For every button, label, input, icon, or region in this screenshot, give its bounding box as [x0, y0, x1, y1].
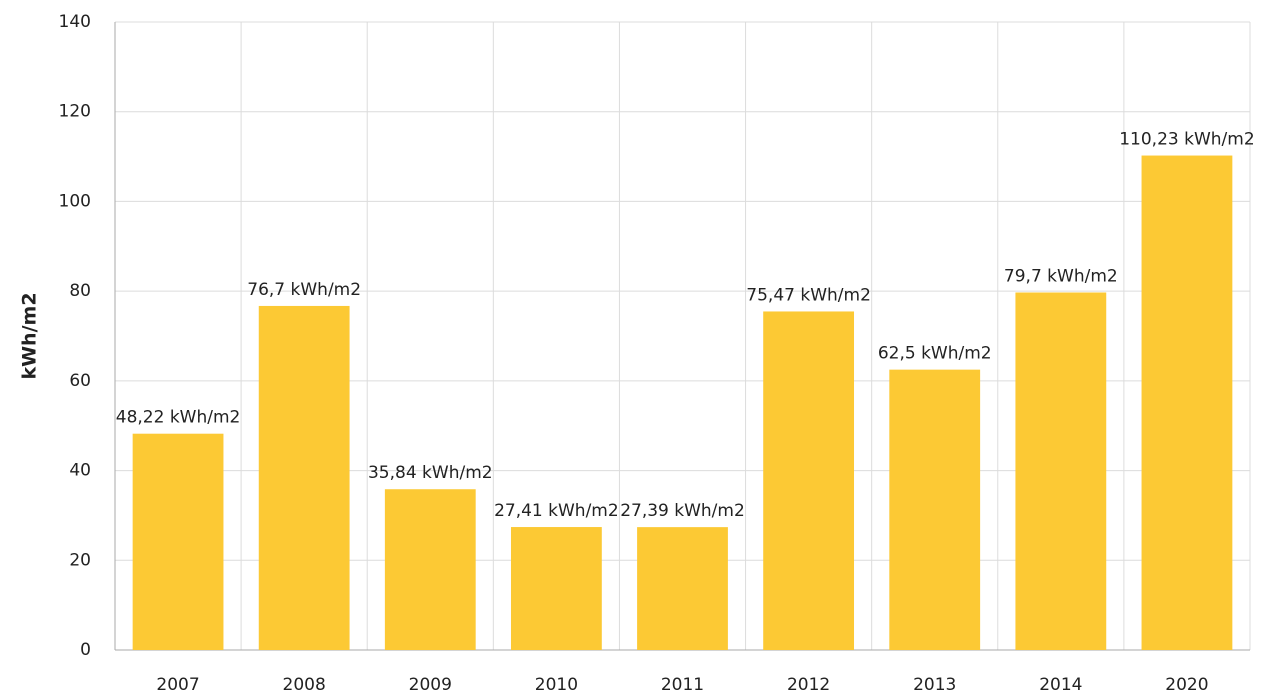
- value-label: 75,47 kWh/m2: [746, 285, 871, 305]
- x-tick-label: 2010: [535, 675, 578, 693]
- y-tick-label: 40: [69, 461, 91, 481]
- bar: [384, 489, 476, 650]
- x-tick-label: 2013: [913, 675, 956, 693]
- value-label: 35,84 kWh/m2: [368, 463, 493, 483]
- bar: [510, 527, 602, 650]
- bar: [763, 311, 855, 650]
- value-label: 27,39 kWh/m2: [620, 501, 745, 521]
- value-label: 79,7 kWh/m2: [1004, 266, 1118, 286]
- x-tick-label: 2007: [156, 675, 199, 693]
- value-label: 27,41 kWh/m2: [494, 501, 619, 521]
- y-tick-label: 120: [59, 102, 91, 122]
- y-tick-label: 20: [69, 550, 91, 570]
- y-tick-label: 0: [80, 640, 91, 660]
- x-tick-label: 2014: [1039, 675, 1082, 693]
- bar: [637, 527, 728, 650]
- bar: [258, 305, 350, 650]
- bar: [1015, 292, 1107, 650]
- x-tick-label: 2012: [787, 675, 830, 693]
- value-label: 110,23 kWh/m2: [1119, 130, 1254, 150]
- bar: [132, 433, 224, 650]
- bar: [1141, 155, 1233, 650]
- x-tick-label: 2008: [283, 675, 326, 693]
- y-tick-label: 140: [59, 12, 91, 32]
- value-label: 48,22 kWh/m2: [116, 408, 241, 428]
- bar: [889, 369, 981, 650]
- y-tick-label: 100: [59, 191, 91, 211]
- value-label: 76,7 kWh/m2: [247, 280, 361, 300]
- x-tick-label: 2009: [409, 675, 452, 693]
- x-tick-label: 2020: [1165, 675, 1208, 693]
- value-label: 62,5 kWh/m2: [878, 344, 992, 364]
- x-tick-label: 2011: [661, 675, 704, 693]
- y-axis-label: kWh/m2: [19, 292, 41, 379]
- y-tick-label: 60: [69, 371, 91, 391]
- y-tick-label: 80: [69, 281, 91, 301]
